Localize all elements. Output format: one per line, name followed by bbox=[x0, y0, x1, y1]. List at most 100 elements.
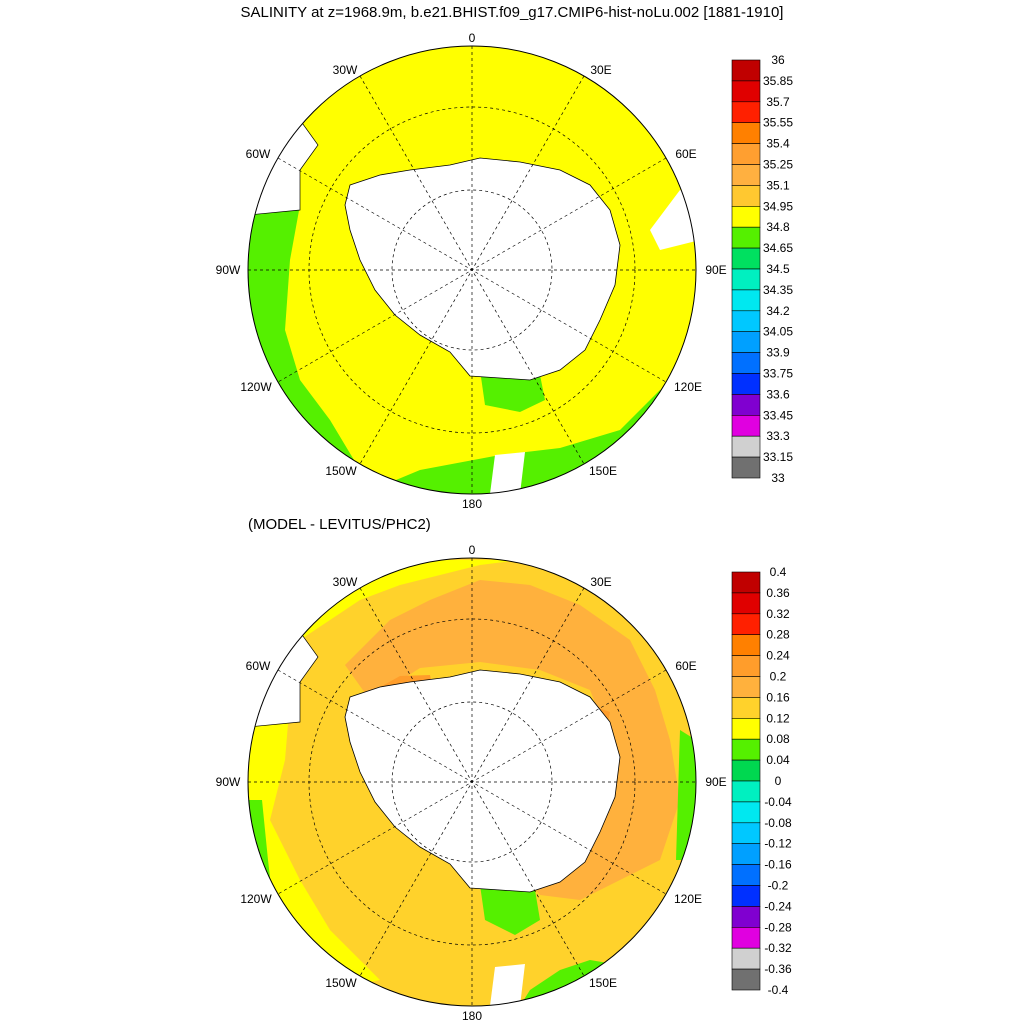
difference-colorbar-swatch bbox=[731, 738, 761, 761]
difference-colorbar-label: 0.2 bbox=[770, 670, 787, 684]
difference-colorbar-swatch bbox=[731, 697, 761, 719]
lon-label-60w-lower: 60W bbox=[246, 659, 271, 673]
salinity-green-region-ross bbox=[480, 370, 545, 412]
salinity-colorbar-swatch bbox=[731, 331, 761, 353]
lon-label-60w: 60W bbox=[246, 147, 271, 161]
difference-graticule bbox=[248, 558, 696, 1006]
new-zealand-land bbox=[490, 452, 525, 494]
lon-label-90e: 90E bbox=[705, 263, 726, 277]
difference-colorbar: 0.4 0.36 0.32 0.28 0.24 0.2 0.16 0.12 0.08 0.04 0 -… bbox=[731, 565, 792, 997]
antarctica-land bbox=[344, 157, 621, 381]
salinity-colorbar-label: 34.8 bbox=[766, 220, 790, 234]
lon-label-150e: 150E bbox=[589, 464, 617, 478]
lon-label-120e: 120E bbox=[674, 380, 702, 394]
difference-colorbar-swatch bbox=[731, 801, 761, 824]
salinity-colorbar-label: 33.45 bbox=[763, 408, 793, 422]
lon-label-120w: 120W bbox=[240, 380, 272, 394]
lon-label-30w: 30W bbox=[333, 63, 358, 77]
lon-label-60e-lower: 60E bbox=[675, 659, 696, 673]
difference-colorbar-label: 0.36 bbox=[766, 586, 790, 600]
lon-label-120e-lower: 120E bbox=[674, 892, 702, 906]
salinity-colorbar-swatch bbox=[731, 310, 761, 332]
difference-colorbar-label: -0.16 bbox=[764, 858, 792, 872]
lon-label-90e-lower: 90E bbox=[705, 775, 726, 789]
salinity-colorbar-swatch bbox=[731, 80, 761, 103]
salinity-colorbar-label: 35.55 bbox=[763, 116, 793, 130]
salinity-colorbar-swatch bbox=[731, 352, 761, 374]
salinity-map bbox=[247, 45, 697, 495]
salinity-colorbar-label: 33.9 bbox=[766, 346, 790, 360]
difference-colorbar-label: 0.16 bbox=[766, 690, 790, 704]
salinity-colorbar-swatch bbox=[731, 122, 761, 144]
lon-label-90w-lower: 90W bbox=[216, 775, 241, 789]
difference-colorbar-swatch bbox=[731, 676, 761, 698]
lon-label-60e: 60E bbox=[675, 147, 696, 161]
difference-colorbar-swatch bbox=[731, 906, 761, 928]
difference-colorbar-label: -0.24 bbox=[764, 899, 792, 913]
salinity-colorbar-label: 34.05 bbox=[763, 325, 793, 339]
salinity-colorbar-label: 33.75 bbox=[763, 367, 793, 381]
difference-colorbar-label: 0 bbox=[775, 774, 782, 788]
difference-colorbar-swatch bbox=[731, 571, 761, 594]
salinity-colorbar-swatch bbox=[731, 226, 761, 249]
difference-colorbar-swatch bbox=[731, 759, 761, 782]
salinity-colorbar-swatch bbox=[731, 394, 761, 416]
difference-colorbar-swatch bbox=[731, 613, 761, 635]
lon-label-150e-lower: 150E bbox=[589, 976, 617, 990]
salinity-colorbar-swatch bbox=[731, 435, 761, 458]
lon-label-90w: 90W bbox=[216, 263, 241, 277]
salinity-colorbar-swatch bbox=[731, 143, 761, 165]
plot-subtitle: (MODEL - LEVITUS/PHC2) bbox=[248, 516, 431, 533]
lon-label-0-lower: 0 bbox=[469, 543, 476, 557]
difference-colorbar-swatch bbox=[731, 947, 761, 970]
salinity-colorbar-label: 35.7 bbox=[766, 95, 790, 109]
salinity-colorbar-label: 33.6 bbox=[766, 387, 790, 401]
salinity-colorbar-label: 34.5 bbox=[766, 262, 790, 276]
salinity-colorbar-swatch bbox=[731, 414, 761, 437]
difference-colorbar-label: -0.28 bbox=[764, 920, 792, 934]
salinity-colorbar: 36 35.85 35.7 35.55 35.4 35.25 35.1 34.95 34.8 34… bbox=[731, 53, 793, 485]
lon-label-30e: 30E bbox=[590, 63, 611, 77]
difference-colorbar-swatch bbox=[731, 634, 761, 656]
difference-colorbar-swatch bbox=[731, 592, 761, 615]
difference-yellow-north bbox=[248, 560, 696, 700]
difference-map bbox=[247, 557, 697, 1007]
difference-colorbar-label: -0.32 bbox=[764, 941, 792, 955]
salinity-colorbar-label: 35.4 bbox=[766, 137, 790, 151]
salinity-colorbar-label: 35.85 bbox=[763, 74, 793, 88]
salinity-colorbar-label: 34.65 bbox=[763, 241, 793, 255]
lon-label-180-lower: 180 bbox=[462, 1009, 482, 1023]
difference-colorbar-label: 0.08 bbox=[766, 732, 790, 746]
salinity-colorbar-swatch bbox=[731, 289, 761, 312]
difference-colorbar-label: 0.24 bbox=[766, 649, 790, 663]
salinity-colorbar-swatch bbox=[731, 247, 761, 270]
difference-colorbar-label: -0.08 bbox=[764, 816, 792, 830]
difference-colorbar-label: -0.12 bbox=[764, 837, 792, 851]
plot-title: SALINITY at z=1968.9m, b.e21.BHIST.f09_g… bbox=[240, 4, 784, 21]
difference-colorbar-swatch bbox=[731, 864, 761, 886]
difference-colorbar-label: -0.36 bbox=[764, 962, 792, 976]
difference-colorbar-label: 0.28 bbox=[766, 628, 790, 642]
lon-label-30w-lower: 30W bbox=[333, 575, 358, 589]
salinity-colorbar-label: 36 bbox=[771, 53, 785, 67]
salinity-colorbar-label: 33.15 bbox=[763, 450, 793, 464]
difference-colorbar-label: 0.04 bbox=[766, 753, 790, 767]
salinity-colorbar-swatch bbox=[731, 456, 761, 479]
salinity-colorbar-swatch bbox=[731, 268, 761, 291]
lon-label-150w: 150W bbox=[325, 464, 357, 478]
lon-label-30e-lower: 30E bbox=[590, 575, 611, 589]
salinity-colorbar-label: 34.95 bbox=[763, 199, 793, 213]
salinity-colorbar-label: 35.25 bbox=[763, 158, 793, 172]
difference-colorbar-swatch bbox=[731, 717, 761, 740]
new-zealand-land-lower bbox=[490, 964, 525, 1006]
lon-label-120w-lower: 120W bbox=[240, 892, 272, 906]
salinity-colorbar-swatch bbox=[731, 164, 761, 186]
salinity-colorbar-label: 34.35 bbox=[763, 283, 793, 297]
difference-colorbar-swatch bbox=[731, 885, 761, 907]
salinity-colorbar-swatch bbox=[731, 101, 761, 124]
salinity-colorbar-label: 34.2 bbox=[766, 304, 790, 318]
salinity-colorbar-swatch bbox=[731, 206, 761, 228]
difference-colorbar-label: 0.32 bbox=[766, 607, 790, 621]
lon-label-180: 180 bbox=[462, 497, 482, 511]
